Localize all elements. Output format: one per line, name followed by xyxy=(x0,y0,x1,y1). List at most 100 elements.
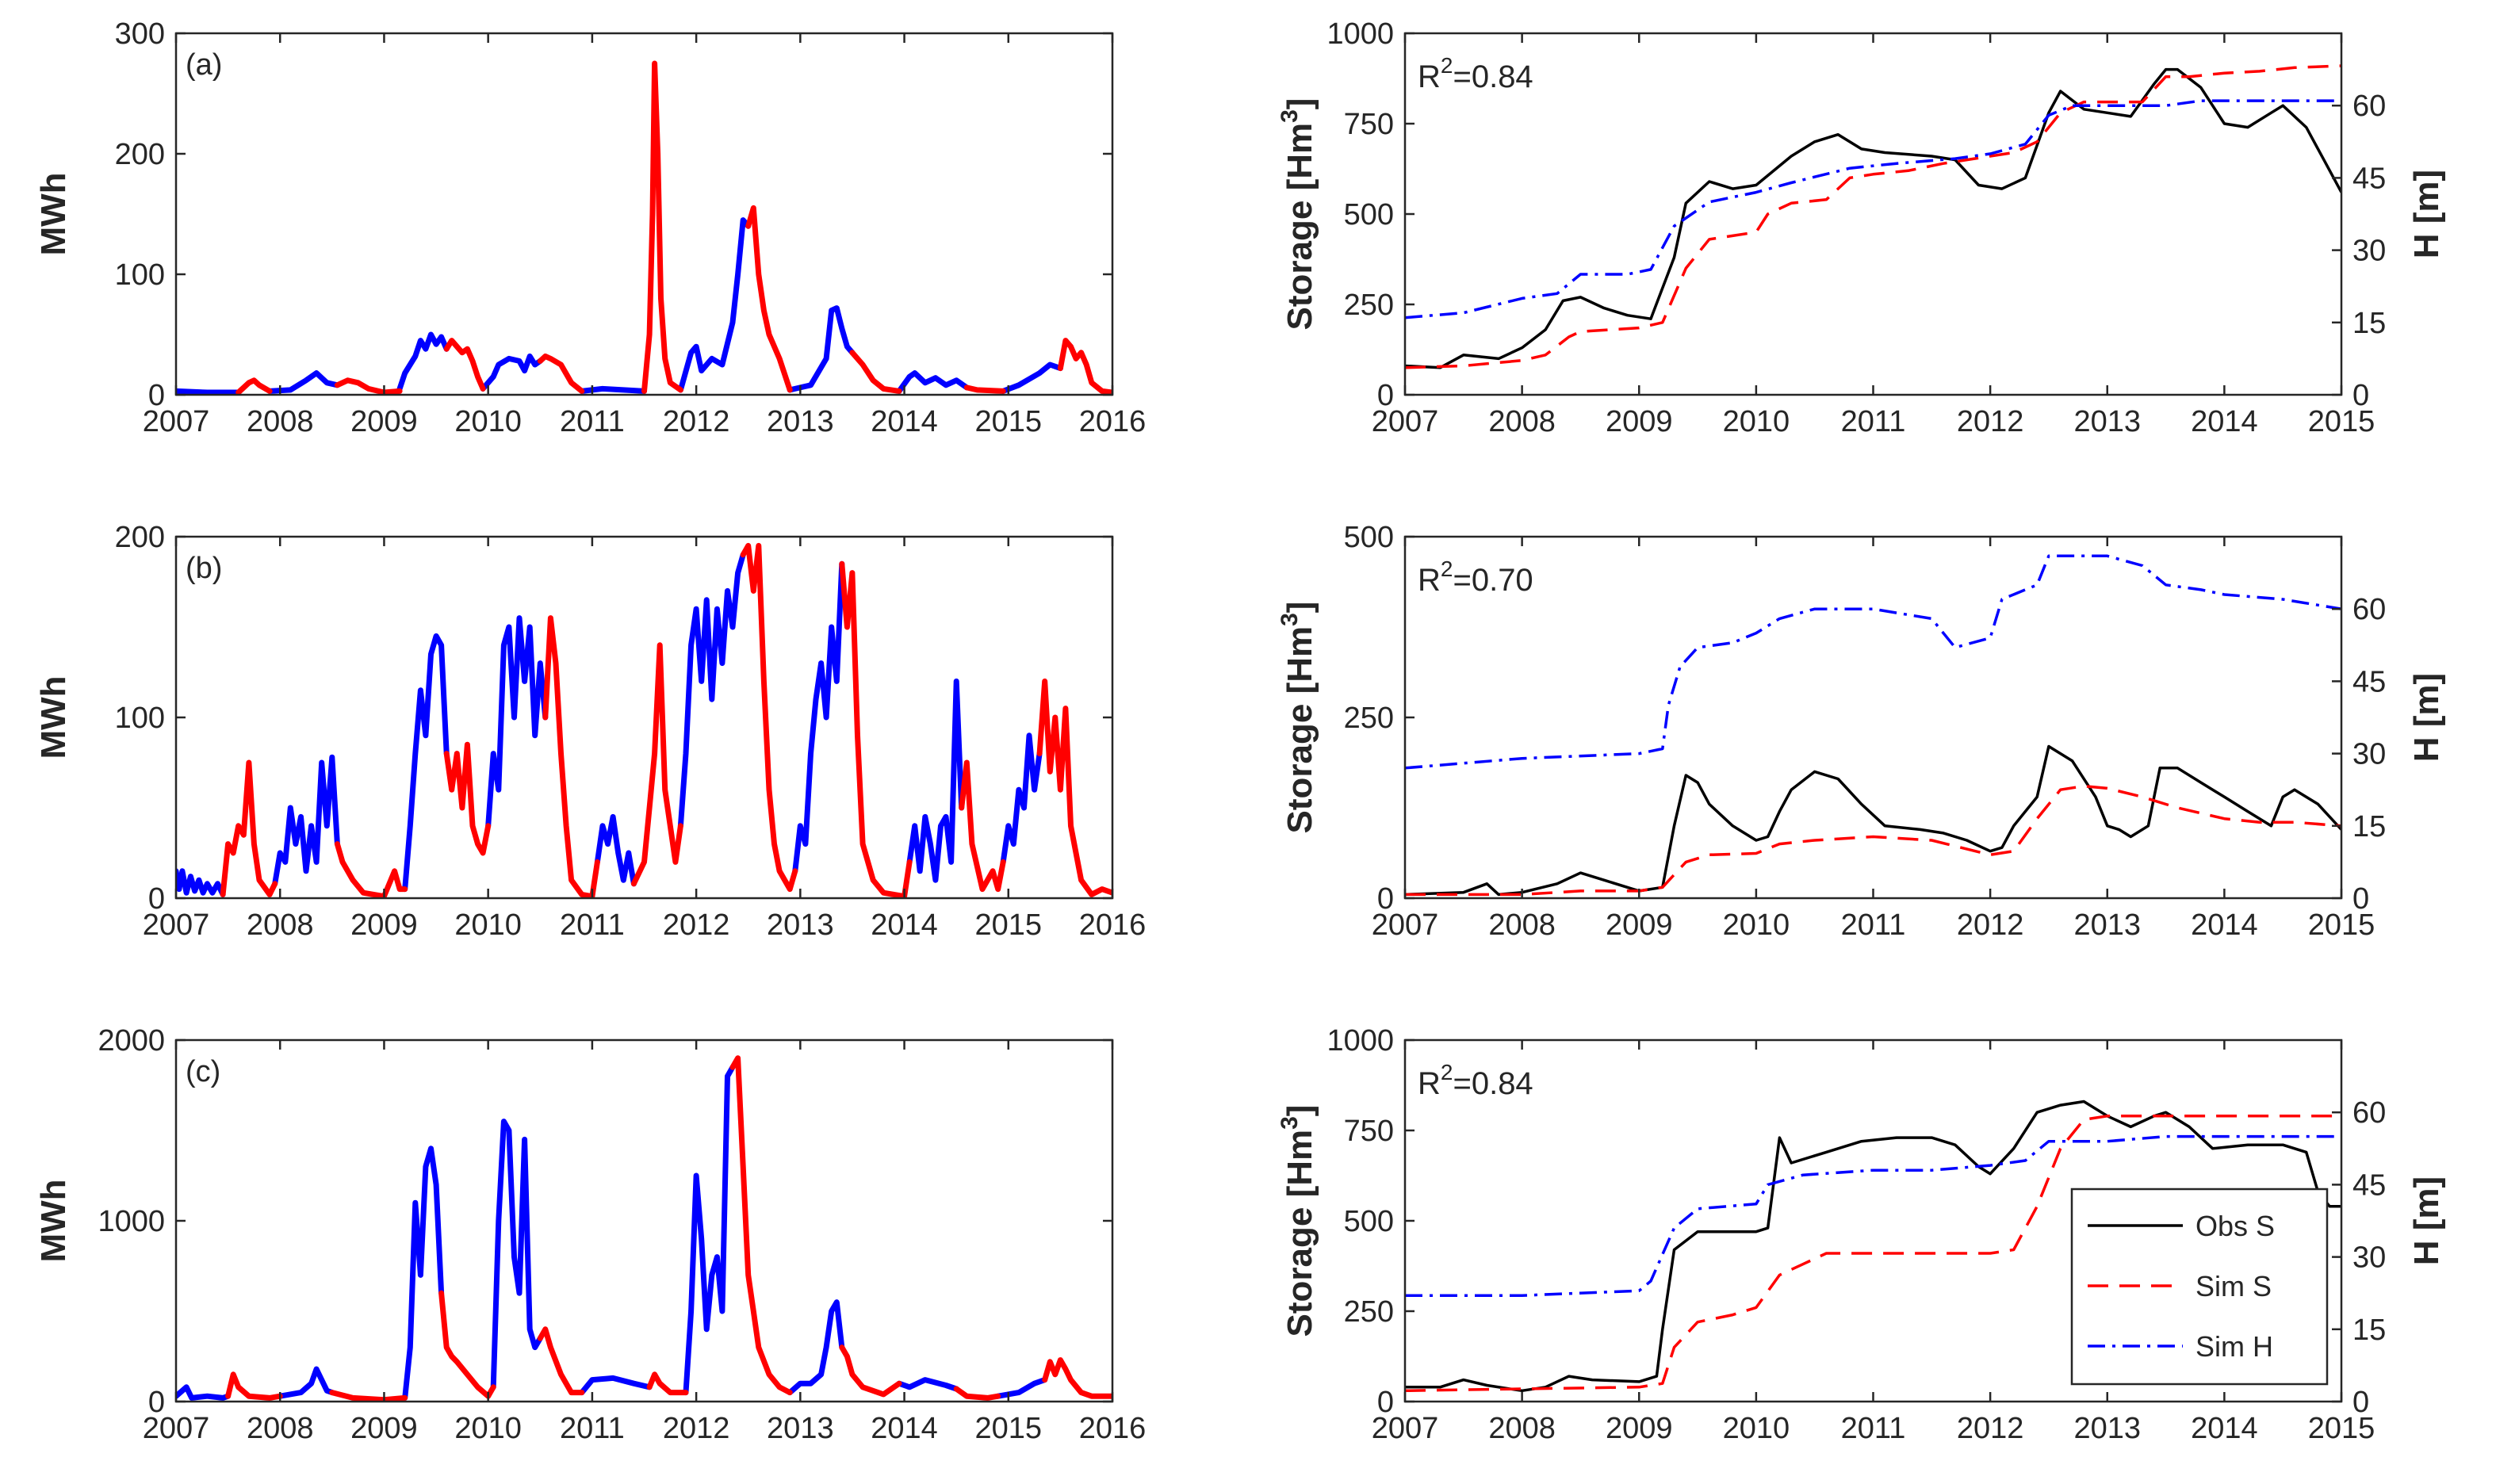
x-tick-label: 2015 xyxy=(975,405,1043,438)
y-right-tick-label: 15 xyxy=(2352,1314,2386,1347)
x-tick-label: 2011 xyxy=(1841,405,1906,438)
x-tick-label: 2013 xyxy=(2073,405,2141,438)
y-right-tick-label: 45 xyxy=(2352,1168,2386,1202)
series-red-segment-2 xyxy=(443,741,492,856)
y-tick-label: 1000 xyxy=(1326,1024,1394,1058)
series-blue-segment-1 xyxy=(272,754,340,887)
y-right-axis-label: H [m] xyxy=(2407,1176,2446,1265)
x-tick-label: 2013 xyxy=(2073,908,2141,942)
chart-panel-3: 2007 2008 2009 2010 2011 2012 2013 2014 20150250… xyxy=(1277,521,2446,942)
series-group xyxy=(1405,64,2341,369)
y-tick-label: 100 xyxy=(115,258,165,292)
series-blue-segment-8 xyxy=(995,1377,1048,1399)
x-tick-label: 2012 xyxy=(1957,405,2024,438)
x-tick-label: 2009 xyxy=(350,908,418,942)
x-tick-label: 2008 xyxy=(1488,908,1556,942)
x-tick-label: 2010 xyxy=(1723,405,1790,438)
series-line-simH xyxy=(1405,1134,2341,1297)
y-right-tick-label: 30 xyxy=(2352,235,2386,268)
series-red-segment-7 xyxy=(963,384,1006,394)
panel-label: (a) xyxy=(186,48,222,82)
series-group xyxy=(176,542,1112,898)
x-tick-label: 2011 xyxy=(560,908,625,942)
x-tick-label: 2015 xyxy=(2308,1412,2375,1445)
y-axis-label-storage: Storage [Hm3] xyxy=(1277,1105,1319,1337)
x-tick-label: 2014 xyxy=(871,908,938,942)
series-red-segment-8 xyxy=(1057,338,1112,395)
y-right-tick-label: 30 xyxy=(2352,1241,2386,1275)
x-tick-label: 2014 xyxy=(2191,405,2258,438)
series-blue-segment-5 xyxy=(677,552,746,829)
r-squared-annotation: R2=0.70 xyxy=(1418,556,1533,598)
ylabel-superscript: 3 xyxy=(1277,613,1303,626)
series-blue-segment-4 xyxy=(579,385,647,394)
x-tick-label: 2014 xyxy=(2191,908,2258,942)
y-axis-label: MWh xyxy=(34,1179,73,1262)
x-tick-label: 2008 xyxy=(247,1412,314,1445)
series-blue-segment-3 xyxy=(480,353,543,392)
ylabel-end: ] xyxy=(1281,98,1319,110)
x-tick-label: 2009 xyxy=(350,405,418,438)
series-red-segment-4 xyxy=(641,60,683,394)
x-tick-label: 2008 xyxy=(1488,1412,1556,1445)
x-tick-label: 2016 xyxy=(1079,908,1147,942)
series-blue-segment-6 xyxy=(787,1299,845,1396)
series-red-segment-7 xyxy=(953,1386,1001,1401)
y-axis-label: MWh xyxy=(34,172,73,255)
series-red-segment-4 xyxy=(630,642,683,887)
series-blue-segment-6 xyxy=(787,305,856,393)
series-blue-segment-2 xyxy=(402,1146,445,1401)
series-blue-segment-8 xyxy=(1000,361,1063,394)
x-tick-label: 2012 xyxy=(1957,1412,2024,1445)
y-axis-label-storage: Storage [Hm3] xyxy=(1277,98,1319,331)
x-tick-label: 2014 xyxy=(2191,1412,2258,1445)
x-tick-label: 2011 xyxy=(1841,1412,1906,1445)
y-tick-label: 200 xyxy=(115,138,165,171)
y-tick-label: 250 xyxy=(1344,1295,1394,1329)
series-blue-segment-2 xyxy=(402,633,450,893)
legend-entry: Sim H xyxy=(2195,1330,2273,1363)
y-right-tick-label: 60 xyxy=(2352,593,2386,626)
x-tick-label: 2009 xyxy=(350,1412,418,1445)
series-line-obs xyxy=(1405,1100,2341,1393)
series-blue-segment-5 xyxy=(677,217,752,393)
y-tick-label: 750 xyxy=(1344,1115,1394,1148)
series-red-segment-8 xyxy=(1042,1357,1112,1399)
series-blue-segment-2 xyxy=(396,331,450,392)
plot-frame xyxy=(174,1038,1114,1403)
series-blue-segment-3 xyxy=(490,1119,543,1390)
series-line-obs xyxy=(1405,67,2341,369)
y-right-tick-label: 15 xyxy=(2352,307,2386,340)
y-tick-label: 1000 xyxy=(1326,17,1394,51)
x-tick-label: 2009 xyxy=(1606,908,1673,942)
series-line-obs xyxy=(1405,744,2341,897)
x-tick-label: 2015 xyxy=(2308,405,2375,438)
series-red-segment-8 xyxy=(1036,678,1112,897)
series-group xyxy=(176,60,1112,395)
series-blue-segment-7 xyxy=(896,370,970,394)
r-squared-value: =0.70 xyxy=(1453,563,1533,598)
series-line-simH xyxy=(1405,554,2341,770)
chart-panel-2: 2007 2008 2009 2010 2011 2012 2013 2014 2015 2016… xyxy=(34,521,1146,942)
y-tick-label: 750 xyxy=(1344,108,1394,141)
x-tick-label: 2014 xyxy=(871,405,938,438)
series-red-segment-0 xyxy=(225,1371,283,1401)
series-red-segment-1 xyxy=(334,377,403,395)
x-tick-label: 2010 xyxy=(454,1412,522,1445)
legend-box xyxy=(2070,1188,2329,1386)
x-tick-label: 2013 xyxy=(767,908,834,942)
x-tick-label: 2008 xyxy=(1488,405,1556,438)
x-tick-label: 2010 xyxy=(1723,908,1790,942)
y-tick-label: 250 xyxy=(1344,289,1394,322)
ylabel-part: Storage [Hm xyxy=(1281,1130,1319,1337)
series-red-segment-6 xyxy=(839,560,913,898)
series-red-segment-1 xyxy=(334,841,408,898)
y-right-tick-label: 60 xyxy=(2352,1096,2386,1130)
x-tick-label: 2012 xyxy=(1957,908,2024,942)
series-red-segment-4 xyxy=(646,1371,689,1396)
x-tick-label: 2015 xyxy=(975,1412,1043,1445)
x-tick-label: 2012 xyxy=(663,908,730,942)
y-right-tick-label: 45 xyxy=(2352,162,2386,195)
x-tick-label: 2010 xyxy=(454,405,522,438)
r-squared-value: =0.84 xyxy=(1453,59,1533,94)
